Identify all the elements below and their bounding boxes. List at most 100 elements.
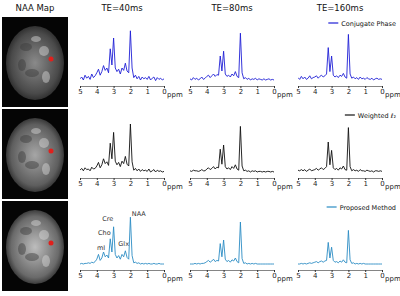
x-tick-label: 5 — [78, 180, 82, 188]
x-tick-label: 4 — [205, 180, 210, 188]
legend: Conjugate Phase — [328, 20, 396, 28]
map-texture — [42, 163, 50, 175]
x-tick: 4 — [95, 86, 100, 96]
map-texture — [39, 46, 49, 56]
spectrum-panel: 543210ppm — [188, 33, 293, 98]
x-tick-label: 2 — [347, 272, 351, 280]
column-title: TE=40ms — [100, 3, 143, 13]
x-tick: 1 — [363, 270, 367, 280]
x-axis-line — [191, 87, 275, 89]
x-tick: 3 — [330, 270, 334, 280]
x-axis: 543210 — [188, 86, 276, 96]
x-tick-label: 2 — [239, 88, 243, 96]
x-tick-label: 4 — [313, 272, 318, 280]
x-tick: 2 — [129, 270, 133, 280]
x-tick: 4 — [313, 86, 318, 96]
x-tick-label: 3 — [222, 180, 226, 188]
x-tick-label: 1 — [255, 180, 259, 188]
x-tick: 5 — [296, 270, 300, 280]
x-tick-label: 2 — [239, 272, 243, 280]
x-axis-label: ppm — [167, 183, 183, 191]
spectrum-line — [80, 124, 164, 172]
map-texture — [31, 220, 41, 226]
x-tick-label: 5 — [78, 88, 82, 96]
legend-swatch — [327, 206, 337, 207]
x-tick-label: 1 — [255, 272, 259, 280]
x-tick-label: 3 — [330, 272, 334, 280]
peak-label: Cho — [98, 229, 111, 237]
spectrum-line — [190, 33, 274, 80]
map-texture — [25, 69, 39, 77]
map-texture — [39, 138, 49, 148]
x-tick: 1 — [145, 178, 149, 188]
x-tick: 3 — [222, 270, 226, 280]
naa-map — [2, 17, 68, 107]
x-axis-label: ppm — [167, 91, 183, 99]
legend-label: Conjugate Phase — [341, 20, 396, 28]
x-axis: 543210 — [296, 86, 384, 96]
x-axis: 543210 — [296, 178, 384, 188]
map-brain — [6, 26, 64, 100]
plot-area — [298, 34, 382, 80]
x-tick-label: 3 — [112, 88, 116, 96]
x-tick-label: 1 — [145, 272, 149, 280]
voxel-marker — [49, 241, 54, 246]
x-tick-label: 5 — [188, 88, 192, 96]
x-axis-label: ppm — [277, 183, 293, 191]
x-tick-label: 2 — [129, 180, 133, 188]
x-tick-label: 1 — [363, 272, 367, 280]
plot-area — [190, 222, 274, 264]
map-texture — [31, 128, 41, 134]
x-tick: 5 — [188, 270, 192, 280]
x-tick: 5 — [296, 86, 300, 96]
plot-area — [190, 126, 274, 172]
x-tick-label: 4 — [95, 88, 100, 96]
x-tick: 5 — [78, 86, 82, 96]
x-tick: 4 — [313, 270, 318, 280]
plot-area — [80, 124, 164, 172]
x-axis-line — [191, 179, 275, 181]
spectrum-line — [80, 217, 164, 264]
x-tick-label: 2 — [347, 88, 351, 96]
map-texture — [42, 71, 50, 83]
legend-label: Proposed Method — [340, 204, 396, 212]
x-tick-label: 4 — [313, 88, 318, 96]
legend-swatch — [328, 22, 338, 23]
x-tick-label: 5 — [296, 88, 300, 96]
legend: Proposed Method — [327, 204, 396, 212]
x-tick-label: 1 — [255, 88, 259, 96]
x-tick-label: 2 — [347, 180, 351, 188]
x-axis-label: ppm — [385, 183, 400, 191]
map-brain — [6, 210, 64, 284]
plot-area — [190, 33, 274, 80]
x-tick-label: 1 — [363, 88, 367, 96]
x-tick-label: 5 — [78, 272, 82, 280]
x-tick: 3 — [112, 86, 116, 96]
map-texture — [42, 255, 50, 267]
x-tick: 3 — [112, 270, 116, 280]
x-tick: 2 — [239, 270, 243, 280]
x-tick: 4 — [95, 270, 100, 280]
column-title: NAA Map — [16, 3, 55, 13]
x-tick: 5 — [188, 86, 192, 96]
x-tick-label: 3 — [112, 272, 116, 280]
map-texture — [20, 135, 32, 143]
x-tick: 1 — [255, 86, 259, 96]
x-tick: 5 — [78, 270, 82, 280]
x-tick: 4 — [205, 86, 210, 96]
peak-label: mI — [97, 244, 105, 252]
x-tick: 2 — [129, 86, 133, 96]
legend-swatch — [345, 114, 355, 115]
peak-label: Glx — [118, 240, 129, 248]
column-title: TE=160ms — [316, 3, 364, 13]
x-tick-label: 2 — [129, 88, 133, 96]
spectrum-line — [298, 230, 382, 264]
x-axis: 543210 — [188, 178, 276, 188]
naa-map — [2, 109, 68, 199]
legend: Weighted ℓ₂ — [345, 112, 397, 120]
voxel-marker — [49, 57, 54, 62]
spectrum-panel: 543210ppm — [78, 124, 183, 191]
peak-label: NAA — [132, 210, 146, 218]
voxel-marker — [49, 149, 54, 154]
spectrum-panel: 543210ppm — [188, 222, 293, 283]
